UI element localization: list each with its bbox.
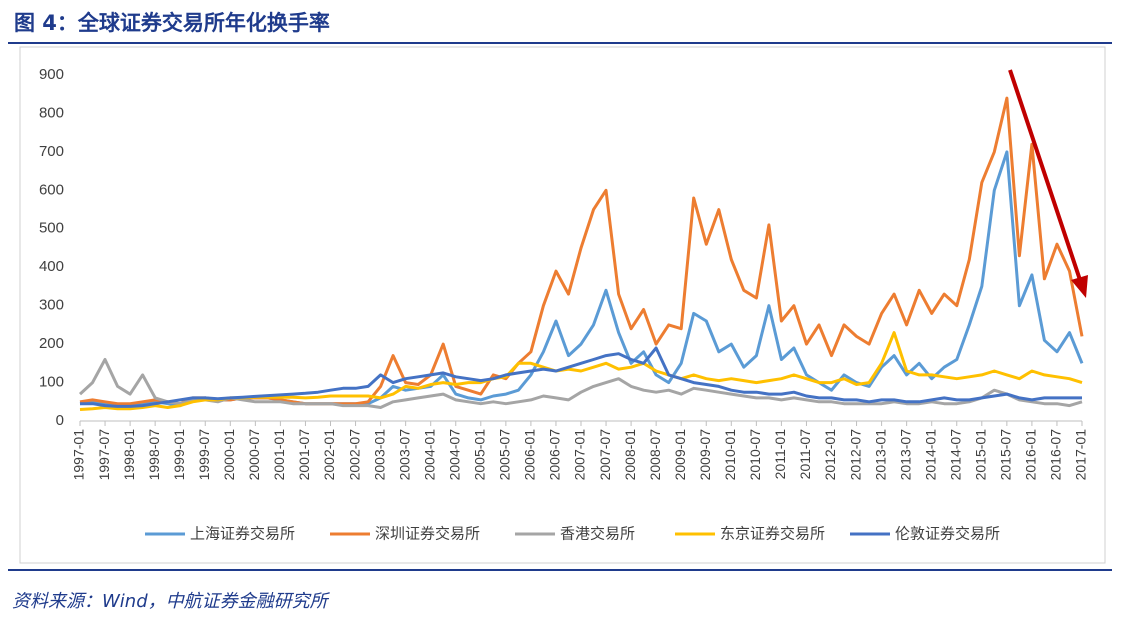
x-tick-label: 2017-01 — [1073, 429, 1089, 481]
x-tick-label: 2009-07 — [697, 429, 713, 481]
x-tick-label: 2005-01 — [472, 429, 488, 481]
chart-frame — [19, 46, 1106, 564]
x-tick-label: 2008-07 — [647, 429, 663, 481]
x-tick-label: 2003-07 — [396, 429, 412, 481]
x-tick-label: 1998-07 — [146, 429, 162, 481]
x-tick-label: 2013-01 — [872, 429, 888, 481]
x-tick-label: 2015-07 — [998, 429, 1014, 481]
legend-label: 上海证券交易所 — [190, 525, 295, 543]
plot: 0 100 200 300 400 500 600 700 800 900 1997-01 1997-… — [39, 66, 1089, 543]
y-tick-label: 400 — [39, 258, 64, 275]
legend-label: 深圳证券交易所 — [375, 525, 480, 543]
x-tick-label: 2002-07 — [346, 429, 362, 481]
x-tick-label: 2004-07 — [446, 429, 462, 481]
x-tick-label: 2000-01 — [221, 429, 237, 481]
x-tick-label: 1999-07 — [196, 429, 212, 481]
chart-title: 图 4：全球证券交易所年化换手率 — [14, 11, 330, 35]
y-tick-label: 900 — [39, 66, 64, 83]
x-tick-label: 2005-07 — [497, 429, 513, 481]
source-note: 资料来源：Wind，中航证券金融研究所 — [12, 591, 331, 612]
x-tick-label: 2014-01 — [922, 429, 938, 481]
x-tick-label: 2006-07 — [547, 429, 563, 481]
x-tick-label: 1999-01 — [171, 429, 187, 481]
x-tick-label: 2010-07 — [747, 429, 763, 481]
trend-arrow — [1008, 69, 1082, 281]
x-tick-label: 1997-01 — [71, 429, 87, 481]
x-tick-label: 2010-01 — [722, 429, 738, 481]
y-tick-label: 300 — [39, 297, 64, 314]
x-tick-label: 2004-01 — [421, 429, 437, 481]
x-tick-label: 2011-01 — [772, 429, 788, 480]
x-tick-label: 2014-07 — [947, 429, 963, 481]
x-tick-label: 2008-01 — [622, 429, 638, 481]
x-tick-label: 2012-01 — [822, 429, 838, 481]
x-tick-label: 2003-01 — [371, 429, 387, 481]
series-line — [79, 150, 1084, 408]
x-tick-label: 1998-01 — [121, 429, 137, 481]
x-tick-label: 2009-01 — [672, 429, 688, 481]
x-tick-label: 2011-07 — [797, 429, 813, 480]
y-tick-label: 500 — [39, 220, 64, 237]
x-tick-label: 2001-07 — [296, 429, 312, 481]
x-tick-label: 2016-07 — [1048, 429, 1064, 481]
y-tick-label: 100 — [39, 374, 64, 391]
x-tick-label: 2007-07 — [597, 429, 613, 481]
y-tick-label: 200 — [39, 335, 64, 352]
series-line — [80, 346, 1082, 408]
series-line — [79, 96, 1084, 406]
x-tick-label: 2006-01 — [522, 429, 538, 481]
legend-label: 东京证券交易所 — [720, 525, 825, 543]
x-tick-label: 2002-01 — [321, 429, 337, 481]
x-tick-label: 2015-01 — [973, 429, 989, 481]
series-line — [78, 358, 1083, 409]
x-tick-label: 2013-07 — [897, 429, 913, 481]
x-tick-label: 2001-01 — [271, 429, 287, 481]
x-tick-label: 2007-01 — [572, 429, 588, 481]
arrow-head — [1071, 275, 1088, 298]
y-tick-label: 0 — [56, 412, 64, 429]
y-tick-label: 800 — [39, 104, 64, 121]
legend-label: 香港交易所 — [560, 525, 635, 543]
y-tick-label: 600 — [39, 181, 64, 198]
x-tick-label: 1997-07 — [96, 429, 112, 481]
y-tick-label: 700 — [39, 143, 64, 160]
x-tick-label: 2000-07 — [246, 429, 262, 481]
x-tick-label: 2016-01 — [1023, 429, 1039, 481]
legend-label: 伦敦证券交易所 — [895, 525, 1000, 543]
x-tick-label: 2012-07 — [847, 429, 863, 481]
